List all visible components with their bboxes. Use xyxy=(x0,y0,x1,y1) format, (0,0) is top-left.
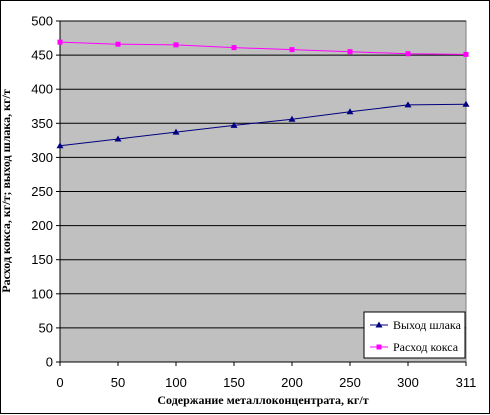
series-2-point-0 xyxy=(57,39,63,45)
x-tick-label-100: 100 xyxy=(165,375,187,390)
series-1-line xyxy=(59,103,467,147)
series-2-point-300 xyxy=(405,51,411,57)
x-tick-label-200: 200 xyxy=(281,375,303,390)
series-2-point-200 xyxy=(289,47,295,53)
y-tick-label-350: 350 xyxy=(31,116,53,131)
x-tick-label-300: 300 xyxy=(397,375,419,390)
legend-label-1: Выход шлака xyxy=(393,318,462,332)
y-tick-label-450: 450 xyxy=(31,48,53,63)
series-1-point-250 xyxy=(346,108,354,115)
y-tick-label-50: 50 xyxy=(39,320,53,335)
series-2-point-311 xyxy=(463,51,469,57)
legend-marker-2 xyxy=(376,344,382,350)
x-tick-label-50: 50 xyxy=(111,375,125,390)
legend-label-2: Расход кокса xyxy=(393,340,459,354)
y-tick-label-150: 150 xyxy=(31,252,53,267)
series-1-point-300 xyxy=(404,101,412,108)
y-tick-label-250: 250 xyxy=(31,184,53,199)
x-tick-label-150: 150 xyxy=(223,375,245,390)
x-tick-label-311: 311 xyxy=(456,375,477,390)
series-group xyxy=(56,39,470,149)
series-1-point-100 xyxy=(172,128,180,135)
legend-item-1: Выход шлака xyxy=(370,318,462,332)
x-axis-title: Содержание металлоконцентрата, кг/т xyxy=(157,393,368,407)
y-axis-title: Расход кокса, кг/т; выход шлака, кг/т xyxy=(1,89,13,293)
x-tick-label-0: 0 xyxy=(56,375,63,390)
series-1-point-311 xyxy=(462,100,470,107)
y-tick-label-400: 400 xyxy=(31,82,53,97)
series-2-point-250 xyxy=(347,49,353,55)
legend: Выход шлака Расход кокса xyxy=(363,311,466,359)
legend-item-2: Расход кокса xyxy=(370,340,459,354)
y-tick-label-100: 100 xyxy=(31,286,53,301)
y-tick-label-300: 300 xyxy=(31,150,53,165)
legend-marker-1 xyxy=(375,321,383,328)
series-2 xyxy=(57,39,469,57)
series-1-point-0 xyxy=(56,142,64,149)
series-1-point-50 xyxy=(114,135,122,142)
series-1 xyxy=(56,100,470,149)
x-tick-label-250: 250 xyxy=(339,375,361,390)
series-2-point-150 xyxy=(231,45,237,51)
legend-box xyxy=(363,311,466,359)
series-2-point-100 xyxy=(173,42,179,48)
series-1-point-200 xyxy=(288,115,296,122)
series-2-line xyxy=(59,41,467,55)
y-tick-labels: 0 50 100 150 200 250 300 350 400 450 500 xyxy=(31,14,60,370)
y-tick-label-200: 200 xyxy=(31,218,53,233)
y-tick-label-500: 500 xyxy=(31,14,53,29)
series-1-point-150 xyxy=(230,121,238,128)
series-2-point-50 xyxy=(115,41,121,47)
y-tick-label-0: 0 xyxy=(46,355,53,370)
x-tick-labels: 0 50 100 150 200 250 300 311 xyxy=(56,362,476,390)
